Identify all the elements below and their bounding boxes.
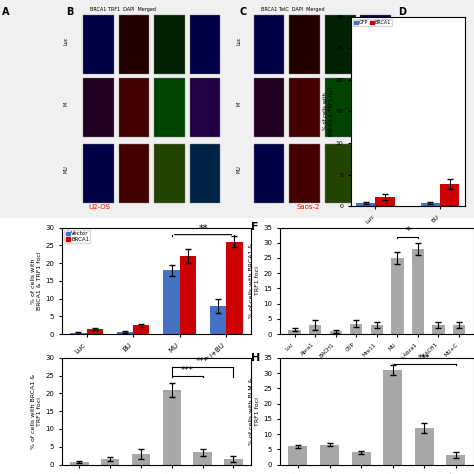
- Text: A: A: [2, 7, 10, 17]
- Text: D: D: [398, 7, 406, 17]
- Bar: [83, 79, 114, 137]
- Bar: [360, 15, 391, 74]
- Legend: GFP, BRCA1: GFP, BRCA1: [353, 19, 392, 26]
- Bar: [154, 144, 185, 203]
- Text: ***: ***: [196, 357, 209, 366]
- Text: **: **: [198, 224, 208, 234]
- Bar: [70, 333, 87, 334]
- Text: ***: ***: [418, 354, 430, 363]
- Y-axis label: % of cells with
BRCA1 & TRF1 foci: % of cells with BRCA1 & TRF1 foci: [31, 252, 42, 310]
- Bar: [415, 428, 434, 465]
- Bar: [190, 15, 220, 74]
- Bar: [118, 79, 149, 137]
- Bar: [453, 325, 465, 334]
- Y-axis label: % of cells with BRCA1 &
TRF1 foci: % of cells with BRCA1 & TRF1 foci: [31, 374, 42, 449]
- Bar: [371, 325, 383, 334]
- Text: Luc: Luc: [237, 36, 242, 45]
- Bar: [118, 144, 149, 203]
- Bar: [289, 329, 301, 334]
- Bar: [432, 325, 445, 334]
- Bar: [101, 459, 119, 465]
- Text: M: M: [64, 101, 69, 106]
- Bar: [383, 370, 402, 465]
- Bar: [163, 390, 181, 465]
- Bar: [254, 79, 284, 137]
- Bar: [193, 452, 212, 465]
- Bar: [70, 462, 89, 465]
- Bar: [375, 197, 395, 206]
- Bar: [360, 79, 391, 137]
- Bar: [226, 242, 243, 334]
- Bar: [254, 144, 284, 203]
- Bar: [320, 445, 339, 465]
- Y-axis label: % of cells with BLM &
TRF1 foci: % of cells with BLM & TRF1 foci: [249, 377, 260, 445]
- Text: F: F: [250, 222, 258, 232]
- Bar: [117, 332, 133, 334]
- Bar: [210, 306, 226, 334]
- Y-axis label: % of cells with BRCA1 &
TRF1 foci: % of cells with BRCA1 & TRF1 foci: [249, 243, 260, 319]
- Bar: [325, 144, 356, 203]
- Bar: [83, 144, 114, 203]
- Bar: [224, 459, 243, 465]
- Bar: [356, 203, 375, 206]
- Bar: [325, 79, 356, 137]
- Bar: [87, 329, 103, 334]
- Text: M: M: [237, 101, 242, 106]
- Text: MU: MU: [64, 165, 69, 173]
- Text: MU: MU: [237, 165, 242, 173]
- Bar: [154, 79, 185, 137]
- Bar: [289, 15, 320, 74]
- Text: BRCA1 TRF1  DAPI  Merged: BRCA1 TRF1 DAPI Merged: [90, 7, 156, 11]
- Bar: [412, 249, 424, 334]
- Text: ***: ***: [181, 365, 193, 374]
- Legend: Vector, BRCA1: Vector, BRCA1: [64, 230, 91, 243]
- Bar: [154, 15, 185, 74]
- Bar: [289, 446, 308, 465]
- Bar: [352, 452, 371, 465]
- Text: U2-OS: U2-OS: [89, 204, 110, 210]
- Bar: [254, 15, 284, 74]
- Bar: [83, 15, 114, 74]
- Bar: [118, 15, 149, 74]
- Bar: [133, 325, 149, 334]
- Text: H: H: [250, 353, 260, 363]
- Bar: [329, 331, 342, 334]
- Bar: [289, 144, 320, 203]
- Bar: [190, 144, 220, 203]
- Text: Saos-2: Saos-2: [296, 204, 320, 210]
- Bar: [289, 79, 320, 137]
- Text: C: C: [239, 7, 246, 17]
- Bar: [350, 323, 363, 334]
- Bar: [440, 184, 459, 206]
- Text: Luc: Luc: [64, 36, 69, 45]
- Bar: [309, 325, 321, 334]
- Bar: [391, 258, 403, 334]
- Bar: [190, 79, 220, 137]
- Y-axis label: % of cells with
BRCA1 & TRF1 foci: % of cells with BRCA1 & TRF1 foci: [323, 87, 334, 136]
- Bar: [164, 270, 180, 334]
- Bar: [132, 454, 150, 465]
- Text: *: *: [405, 226, 410, 236]
- Bar: [420, 203, 440, 206]
- Bar: [446, 456, 465, 465]
- Bar: [325, 15, 356, 74]
- Text: BRCA1 TelC  DAPI  Merged: BRCA1 TelC DAPI Merged: [261, 7, 324, 11]
- Bar: [360, 144, 391, 203]
- Text: B: B: [66, 7, 74, 17]
- Bar: [180, 256, 196, 334]
